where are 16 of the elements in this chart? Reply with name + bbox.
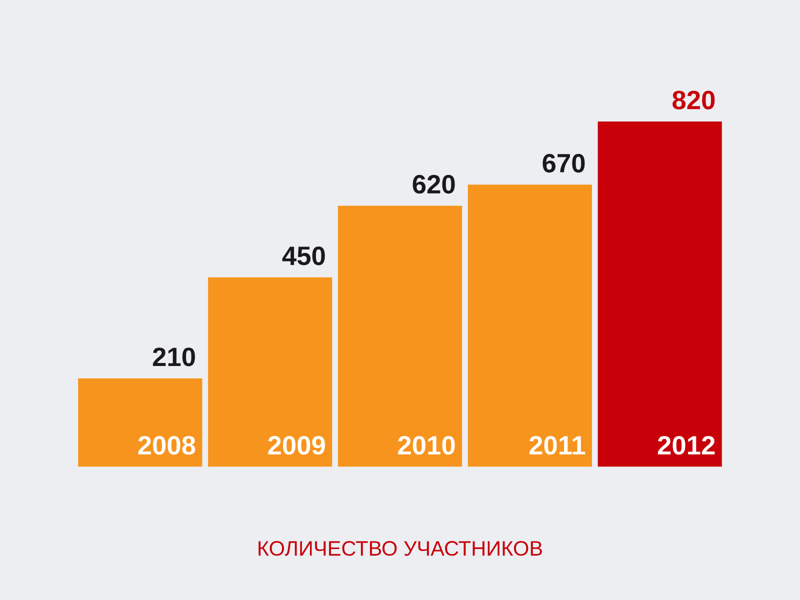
x-tick-label: 2011 bbox=[529, 436, 586, 455]
x-tick-label: 2008 bbox=[138, 436, 196, 455]
data-label: 210 bbox=[152, 348, 195, 366]
bar bbox=[598, 122, 722, 467]
bar bbox=[78, 378, 202, 467]
data-label: 450 bbox=[282, 246, 325, 266]
data-label: 620 bbox=[412, 174, 455, 194]
bar bbox=[468, 184, 592, 467]
x-tick-label: 2012 bbox=[658, 436, 715, 455]
bar bbox=[338, 206, 462, 467]
data-label: 670 bbox=[542, 154, 585, 173]
bar bbox=[208, 277, 332, 467]
x-tick-label: 2009 bbox=[268, 436, 325, 455]
text: КОЛИЧЕСТВО УЧАСТНИКОВ bbox=[258, 541, 542, 556]
data-label: 820 bbox=[672, 90, 715, 110]
x-tick-label: 2010 bbox=[398, 436, 455, 455]
